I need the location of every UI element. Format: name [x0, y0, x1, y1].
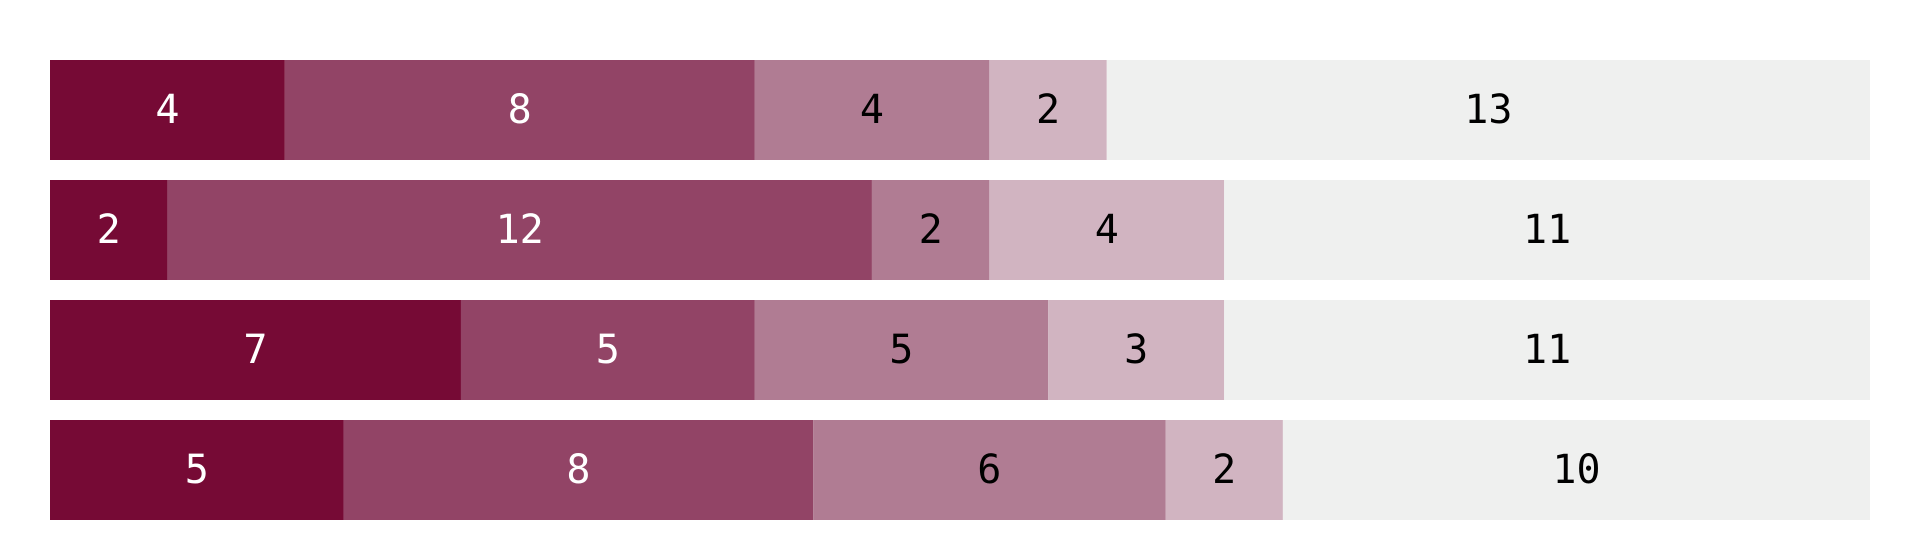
bar-segment — [754, 60, 990, 160]
bar-segment — [1224, 300, 1870, 400]
value-label: 11 — [1523, 327, 1571, 373]
bar-segment — [989, 180, 1225, 280]
bar-segment — [50, 420, 344, 520]
value-label: 12 — [496, 207, 544, 253]
value-label: 11 — [1523, 207, 1571, 253]
value-label: 4 — [1095, 207, 1119, 253]
value-label: 5 — [889, 327, 913, 373]
bar-segment — [460, 300, 755, 400]
bar-segment — [989, 60, 1107, 160]
value-label: 10 — [1552, 447, 1600, 493]
value-label: 2 — [97, 207, 121, 253]
value-label: 8 — [508, 87, 532, 133]
bar-segment — [1282, 420, 1870, 520]
bar-segment — [50, 180, 168, 280]
bar-segment — [1106, 60, 1870, 160]
bar-segment — [50, 60, 285, 160]
bar-segment — [813, 420, 1166, 520]
bar-segment — [1224, 180, 1870, 280]
bar-segment — [754, 300, 1049, 400]
bar-segment — [871, 180, 990, 280]
bar-segment — [1165, 420, 1283, 520]
bar-segment — [284, 60, 755, 160]
value-label: 2 — [1036, 87, 1060, 133]
value-label: 5 — [185, 447, 209, 493]
value-label: 6 — [977, 447, 1001, 493]
value-label: 7 — [243, 327, 267, 373]
value-label: 4 — [155, 87, 179, 133]
value-label: 3 — [1124, 327, 1148, 373]
value-label: 5 — [596, 327, 620, 373]
bar-segment — [50, 300, 461, 400]
bar-segment — [343, 420, 814, 520]
value-label: 4 — [860, 87, 884, 133]
bar-segment — [1048, 300, 1225, 400]
value-label: 13 — [1464, 87, 1512, 133]
value-label: 8 — [566, 447, 590, 493]
value-label: 2 — [1212, 447, 1236, 493]
bar-segment — [167, 180, 872, 280]
value-label: 2 — [919, 207, 943, 253]
